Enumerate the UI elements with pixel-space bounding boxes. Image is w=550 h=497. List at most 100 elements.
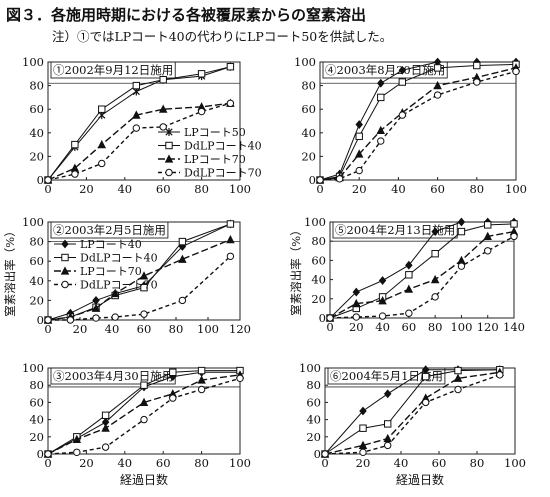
panel-title-box	[327, 367, 446, 385]
data-point	[383, 389, 392, 399]
data-point	[433, 91, 442, 99]
data-point	[91, 303, 101, 312]
data-point	[430, 274, 440, 284]
x-tick-label: 40	[394, 456, 409, 470]
series-line	[319, 61, 516, 181]
data-point	[321, 450, 329, 458]
legend-marker	[61, 253, 69, 262]
series-circle	[326, 232, 518, 322]
x-tick-label: 100	[197, 322, 219, 336]
y-tick-label: 40	[29, 274, 44, 288]
x-tick-label: 100	[229, 456, 251, 470]
y-tick-label: 100	[22, 55, 44, 69]
data-point	[484, 247, 492, 255]
data-point	[159, 76, 167, 84]
y-tick-label: 0	[37, 313, 44, 327]
data-point	[92, 295, 100, 305]
y-tick-label: 60	[301, 102, 316, 116]
data-point	[377, 93, 385, 102]
series-line	[324, 371, 500, 455]
data-point	[378, 276, 387, 285]
panel-title: ④2003年8月20日施用	[325, 63, 445, 77]
series-line	[319, 63, 517, 181]
data-point	[111, 313, 119, 321]
x-tick-label: 120	[477, 320, 499, 334]
figure-note: 注）①ではLPコート40の代わりにLPコート50を供試した。	[52, 29, 393, 44]
x-tick-label: 0	[321, 456, 328, 470]
y-tick-label: 20	[29, 430, 44, 444]
data-point	[178, 254, 187, 263]
y-tick-label: 80	[29, 79, 44, 93]
data-point	[378, 312, 387, 320]
data-point	[384, 441, 392, 450]
y-tick-label: 40	[29, 126, 44, 140]
y-tick-label: 80	[301, 79, 316, 93]
y-tick-label: 0	[37, 173, 44, 187]
y-tick-label: 100	[22, 361, 44, 375]
data-point	[431, 249, 439, 258]
data-point	[101, 443, 110, 451]
x-tick-label: 80	[470, 456, 485, 470]
y-tick-label: 0	[314, 447, 321, 461]
y-tick-label: 80	[306, 378, 321, 392]
data-point	[226, 220, 235, 228]
y-tick-label: 60	[306, 395, 321, 409]
y-tick-label: 60	[311, 253, 326, 267]
data-point	[484, 221, 492, 229]
x-axis-label: 経過日数	[120, 472, 168, 487]
x-tick-label: 60	[432, 456, 447, 470]
legend-marker	[165, 141, 173, 150]
x-tick-label: 60	[156, 182, 171, 196]
series-circle	[321, 371, 504, 458]
data-point	[159, 123, 167, 131]
data-point	[355, 120, 363, 129]
data-point	[431, 227, 439, 237]
y-tick-label: 40	[29, 413, 44, 427]
y-tick-label: 20	[311, 292, 326, 306]
y-tick-label: 80	[29, 378, 44, 392]
data-point	[355, 166, 363, 175]
data-point	[335, 175, 344, 183]
data-point	[169, 368, 177, 377]
x-tick-label: 0	[326, 320, 333, 334]
data-point	[359, 424, 367, 432]
panel-title: ⑥2004年5月1日施用	[330, 369, 443, 383]
x-tick-label: 80	[194, 182, 209, 196]
data-point	[359, 406, 367, 416]
y-tick-label: 20	[29, 149, 44, 163]
data-point	[197, 385, 206, 394]
y-tick-label: 60	[29, 395, 44, 409]
data-point	[398, 65, 407, 75]
x-tick-label: 0	[44, 322, 51, 336]
data-point	[71, 170, 79, 178]
data-point	[97, 139, 107, 149]
series-circle	[44, 252, 235, 324]
data-point	[44, 176, 52, 184]
data-point	[433, 64, 442, 72]
x-tick-label: 80	[469, 182, 484, 196]
chart-panel-2: 0 20 40 60 80 100 0 20 40 60 80 100 ④2003年8月20日施用	[294, 55, 527, 196]
data-point	[376, 125, 386, 135]
y-tick-label: 40	[311, 273, 326, 287]
chart-panel-3: 0 20 40 60 80 100 0 20 40 60 80 100 120 ②2003年2月5日施用 窒…	[3, 215, 251, 336]
x-tick-label: 60	[402, 320, 417, 334]
data-point	[110, 288, 120, 298]
x-tick-label: 0	[44, 456, 51, 470]
x-tick-label: 60	[137, 322, 152, 336]
series-line	[329, 223, 515, 319]
data-point	[226, 99, 235, 108]
legend-entry: LPコート50	[184, 126, 246, 139]
x-tick-label: 0	[44, 182, 51, 196]
series-triangle	[325, 226, 519, 322]
x-tick-label: 40	[105, 322, 120, 336]
y-tick-label: 100	[294, 55, 316, 69]
legend-entry: DdLPコート70	[184, 167, 262, 180]
data-point	[352, 313, 360, 321]
data-point	[457, 227, 466, 236]
x-tick-label: 80	[169, 322, 184, 336]
legend-entry: LPコート70	[184, 153, 246, 166]
data-point	[101, 411, 110, 420]
